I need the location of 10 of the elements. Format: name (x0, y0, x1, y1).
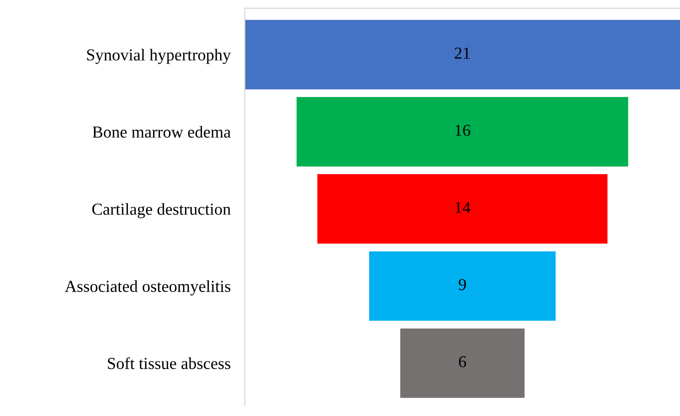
category-label: Bone marrow edema (92, 126, 231, 138)
data-label: 9 (458, 279, 466, 290)
data-label: 21 (454, 48, 470, 59)
category-label: Associated osteomyelitis (64, 280, 230, 296)
category-label: Soft tissue abscess (108, 357, 230, 370)
data-label: 14 (456, 202, 470, 213)
category-label: Cartilage destruction (92, 203, 231, 218)
category-label: Synovial hypertrophy (87, 48, 231, 64)
data-label: 16 (456, 124, 470, 136)
data-label: 6 (458, 356, 466, 368)
